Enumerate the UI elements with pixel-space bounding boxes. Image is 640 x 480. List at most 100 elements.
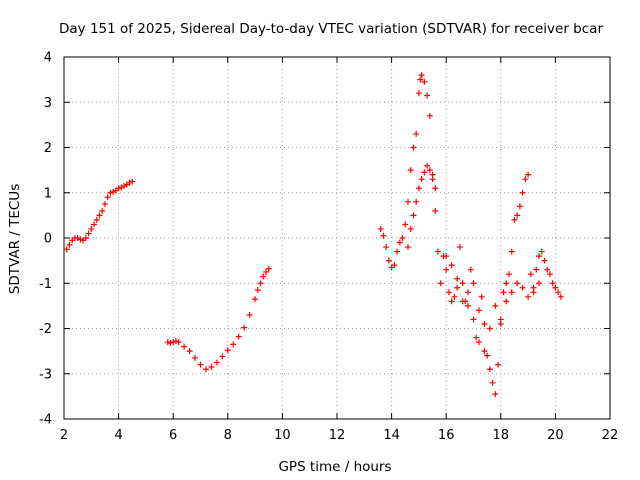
x-tick-label: 14 xyxy=(383,428,400,443)
data-point xyxy=(443,253,450,260)
data-point xyxy=(429,176,436,183)
series-segment-3 xyxy=(377,72,564,398)
data-point xyxy=(459,280,466,287)
plot-frame xyxy=(63,56,611,420)
data-point xyxy=(77,236,84,243)
data-point xyxy=(413,198,420,205)
data-point xyxy=(451,293,458,300)
data-point xyxy=(424,162,431,169)
data-point xyxy=(172,338,179,345)
data-point xyxy=(421,169,428,176)
data-point xyxy=(66,241,73,248)
data-point xyxy=(549,280,556,287)
data-point xyxy=(170,339,177,346)
data-point xyxy=(555,289,562,296)
data-point xyxy=(219,353,226,360)
data-point xyxy=(541,257,548,264)
data-point xyxy=(486,325,493,332)
data-point xyxy=(410,212,417,219)
data-point xyxy=(448,262,455,269)
data-point xyxy=(74,235,81,241)
data-point xyxy=(424,92,431,99)
data-point xyxy=(465,302,472,309)
data-point xyxy=(404,198,411,205)
data-point xyxy=(380,232,387,239)
data-point xyxy=(522,176,529,183)
data-point xyxy=(126,179,133,186)
series-segment-3-lower-branch xyxy=(443,253,543,355)
data-point xyxy=(536,253,543,260)
grid-layer xyxy=(64,57,610,419)
data-point xyxy=(426,112,433,119)
data-point xyxy=(396,239,403,246)
data-point xyxy=(99,207,106,214)
x-axis-label: GPS time / hours xyxy=(278,459,391,475)
data-point xyxy=(402,221,409,228)
data-point xyxy=(421,78,428,85)
x-tick-label: 6 xyxy=(169,428,177,443)
data-point xyxy=(181,343,188,350)
data-point xyxy=(492,302,499,309)
data-point xyxy=(197,361,204,368)
data-point xyxy=(484,352,491,359)
y-tick-label: 4 xyxy=(44,51,52,66)
data-point xyxy=(473,334,480,341)
data-point xyxy=(500,289,507,296)
data-point xyxy=(508,289,515,296)
data-point xyxy=(443,266,450,273)
y-tick-label: 3 xyxy=(44,96,52,111)
points-layer xyxy=(63,72,564,398)
data-point xyxy=(508,248,515,255)
data-point xyxy=(410,144,417,151)
data-point xyxy=(503,298,510,305)
data-point xyxy=(121,182,128,189)
data-point xyxy=(82,235,89,241)
data-point xyxy=(175,339,182,346)
data-point xyxy=(235,333,242,340)
series-segment-3-upper-branch xyxy=(404,162,439,251)
data-point xyxy=(118,184,125,191)
data-point xyxy=(110,188,117,195)
data-point xyxy=(470,280,477,287)
y-axis-label: SDTVAR / TECUs xyxy=(7,184,23,294)
data-point xyxy=(246,311,253,318)
data-point xyxy=(505,271,512,278)
data-point xyxy=(192,354,199,361)
y-tick-label: 0 xyxy=(44,232,52,247)
data-point xyxy=(497,316,504,323)
data-point xyxy=(107,189,114,196)
data-point xyxy=(415,90,422,97)
x-tick-label: 12 xyxy=(329,428,346,443)
data-point xyxy=(527,271,534,278)
data-point xyxy=(407,167,414,174)
series-segment-1 xyxy=(63,178,136,253)
data-point xyxy=(394,248,401,255)
data-point xyxy=(465,289,472,296)
data-point xyxy=(383,244,390,251)
data-point xyxy=(475,307,482,314)
data-point xyxy=(467,266,474,273)
data-point xyxy=(448,298,455,305)
data-point xyxy=(514,212,521,219)
data-point xyxy=(519,189,526,196)
data-point xyxy=(257,280,264,287)
data-point xyxy=(101,201,108,208)
data-point xyxy=(486,366,493,373)
data-point xyxy=(456,244,463,251)
data-point xyxy=(241,324,248,331)
data-point xyxy=(546,271,553,278)
data-point xyxy=(85,230,92,237)
data-point xyxy=(475,339,482,346)
data-point xyxy=(418,72,425,79)
data-point xyxy=(417,76,424,83)
data-point xyxy=(454,284,461,291)
data-point xyxy=(415,185,422,192)
data-point xyxy=(377,225,384,232)
data-point xyxy=(514,280,521,287)
data-point xyxy=(481,348,488,355)
y-tick-label: -2 xyxy=(39,322,52,337)
data-point xyxy=(519,284,526,291)
x-tick-label: 2 xyxy=(60,428,68,443)
data-point xyxy=(93,216,100,223)
